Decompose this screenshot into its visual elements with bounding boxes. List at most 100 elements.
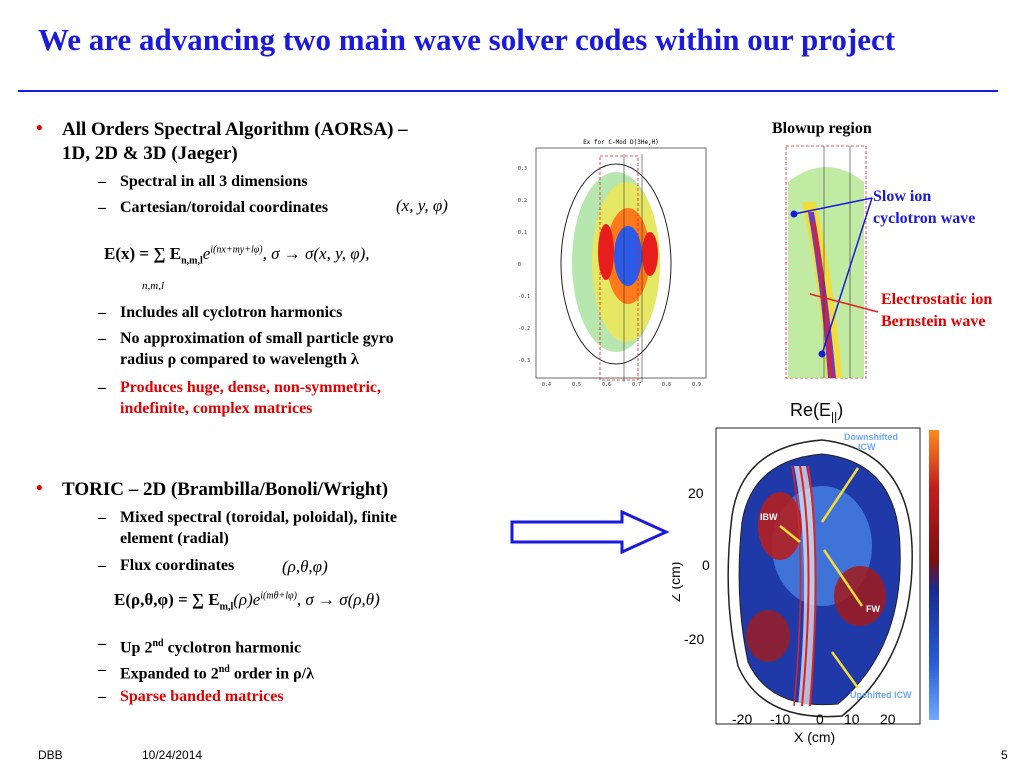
toric-xtick: -20 — [732, 711, 752, 727]
toric-xtick: 0 — [816, 711, 824, 727]
toric-xtick: -10 — [770, 711, 790, 727]
aorsa-item-3: – Includes all cyclotron harmonics — [98, 302, 343, 323]
aorsa-item-text: Spectral in all 3 dimensions — [120, 173, 308, 190]
aorsa-xtick: 0.9 — [692, 382, 701, 388]
right-arrow-icon — [510, 510, 670, 554]
ebw-label: Electrostatic ion Bernstein wave — [881, 289, 992, 333]
aorsa-equation-exp: i(nx+my+lφ) — [210, 244, 263, 256]
ebw-label-line1: Electrostatic ion — [881, 291, 993, 308]
aorsa-ytick: -0.3 — [518, 358, 530, 364]
toric-item-text-cont: element (radial) — [120, 530, 229, 547]
toric-plot-title-sub: || — [831, 409, 838, 424]
downshifted-label: Downshifted — [844, 432, 898, 442]
toric-item-4: – Expanded to 2nd order in ρ/λ — [98, 659, 314, 684]
toric-equation-mid: (ρ)e — [233, 590, 261, 609]
aorsa-item-text-cont: indefinite, complex matrices — [120, 400, 313, 417]
downshifted-label-2: ICW — [858, 442, 876, 452]
toric-equation-lhs: E(ρ,θ,φ) = ∑ E — [114, 590, 220, 609]
bullet-icon: • — [36, 118, 43, 139]
toric-field-plot: Downshifted ICW IBW FW Upshifted ICW 20 … — [672, 427, 921, 745]
slow-ion-label-line2: cyclotron wave — [873, 210, 976, 227]
aorsa-ytick: -0.1 — [518, 294, 530, 300]
toric-item-2: – Flux coordinates — [98, 555, 235, 576]
aorsa-equation-sub: n,m,l — [181, 255, 203, 267]
toric-ytick: -20 — [684, 631, 704, 647]
bullet-icon: • — [36, 478, 43, 499]
toric-ytick: 20 — [688, 485, 704, 501]
dash-icon: – — [98, 688, 106, 705]
aorsa-heading-line1: All Orders Spectral Algorithm (AORSA) – — [62, 119, 408, 140]
toric-item-1: – Mixed spectral (toroidal, poloidal), f… — [98, 507, 398, 549]
aorsa-field-plot: Ex for C-Mod D(3He,H) 0.4 0.5 0.6 0.7 0.… — [518, 139, 707, 388]
ibw-label: IBW — [760, 512, 778, 522]
aorsa-equation: E(x) = ∑ En,m,lei(nx+my+lφ), σ → σ(x, y,… — [104, 244, 370, 267]
toric-heading-text: TORIC – 2D (Brambilla/Bonoli/Wright) — [62, 479, 389, 500]
toric-item-text: Flux coordinates — [120, 557, 235, 574]
aorsa-equation-lhs: E(x) = ∑ E — [104, 244, 182, 263]
dash-icon: – — [98, 330, 106, 347]
toric-xlabel: X (cm) — [794, 729, 835, 745]
blowup-label: Blowup region — [772, 120, 872, 137]
dash-icon: – — [98, 557, 106, 574]
aorsa-ytick: 0.3 — [518, 166, 527, 172]
toric-item-text: Up 2 — [120, 639, 153, 657]
slow-ion-label: Slow ion cyclotron wave — [873, 186, 975, 230]
aorsa-xtick: 0.6 — [602, 382, 611, 388]
color-scale-bar — [929, 430, 939, 720]
dash-icon: – — [98, 199, 106, 216]
toric-equation-rhs: , σ → σ(ρ,θ) — [296, 590, 380, 609]
toric-item-3: – Up 2nd cyclotron harmonic — [98, 633, 302, 658]
toric-plot-title-close: ) — [837, 400, 844, 420]
blowup-plot — [785, 145, 867, 379]
toric-item-text-cont: order in ρ/λ — [229, 665, 314, 683]
dash-icon: – — [98, 173, 106, 190]
fw-label: FW — [866, 604, 880, 614]
upshifted-label: Upshifted ICW — [850, 690, 912, 700]
aorsa-heading-line2: 1D, 2D & 3D (Jaeger) — [62, 143, 238, 164]
aorsa-heading: • All Orders Spectral Algorithm (AORSA) … — [36, 118, 408, 166]
aorsa-item-text: Includes all cyclotron harmonics — [120, 304, 343, 321]
aorsa-item-5: – Produces huge, dense, non-symmetric, i… — [98, 377, 382, 419]
toric-equation-exp: i(mθ+lφ) — [260, 590, 297, 602]
toric-xtick: 10 — [844, 711, 860, 727]
aorsa-ytick: -0.2 — [518, 326, 530, 332]
aorsa-equation-rhs: , σ → σ(x, y, φ), — [262, 244, 370, 263]
dash-icon: – — [98, 379, 106, 396]
toric-coords: (ρ,θ,φ) — [282, 557, 328, 576]
toric-item-text-cont: cyclotron harmonic — [163, 639, 302, 657]
footer-author: DBB — [38, 748, 63, 762]
footer-date: 10/24/2014 — [142, 748, 203, 762]
toric-ylabel: Z (cm) — [672, 562, 683, 602]
toric-ytick: 0 — [702, 557, 710, 573]
aorsa-item-text: No approximation of small particle gyro — [120, 330, 394, 347]
aorsa-item-4: – No approximation of small particle gyr… — [98, 328, 394, 370]
aorsa-ytick: 0 — [518, 262, 521, 268]
toric-item-5: – Sparse banded matrices — [98, 686, 284, 707]
toric-equation: E(ρ,θ,φ) = ∑ Em,l(ρ)ei(mθ+lφ), σ → σ(ρ,θ… — [114, 590, 380, 612]
toric-item-text: Sparse banded matrices — [120, 688, 284, 705]
toric-item-text: Mixed spectral (toroidal, poloidal), fin… — [120, 509, 398, 526]
ebw-label-line2: Bernstein wave — [881, 313, 986, 330]
aorsa-item-text: Cartesian/toroidal coordinates — [120, 199, 329, 216]
toric-plot-title: Re(E||) — [790, 400, 843, 424]
dash-icon: – — [98, 661, 106, 678]
aorsa-item-1: – Spectral in all 3 dimensions — [98, 171, 308, 192]
footer-page-number: 5 — [1001, 748, 1008, 762]
title-divider — [18, 90, 998, 92]
slow-ion-label-line1: Slow ion — [873, 188, 932, 205]
aorsa-xtick: 0.5 — [572, 382, 581, 388]
annotation-arrows — [793, 197, 879, 355]
aorsa-xtick: 0.7 — [632, 382, 641, 388]
toric-heading: • TORIC – 2D (Brambilla/Bonoli/Wright) — [36, 478, 389, 501]
superscript: nd — [152, 638, 164, 649]
aorsa-xtick: 0.4 — [542, 382, 551, 388]
aorsa-xtick: 0.8 — [662, 382, 671, 388]
aorsa-coords: (x, y, φ) — [396, 196, 448, 215]
aorsa-sum-index: n,m,l — [142, 280, 164, 292]
aorsa-item-text: Produces huge, dense, non-symmetric, — [120, 379, 382, 396]
toric-equation-sub: m,l — [219, 601, 234, 613]
toric-xtick: 20 — [880, 711, 896, 727]
aorsa-plot-title: Ex for C-Mod D(3He,H) — [583, 139, 659, 146]
slide-title: We are advancing two main wave solver co… — [38, 22, 896, 57]
